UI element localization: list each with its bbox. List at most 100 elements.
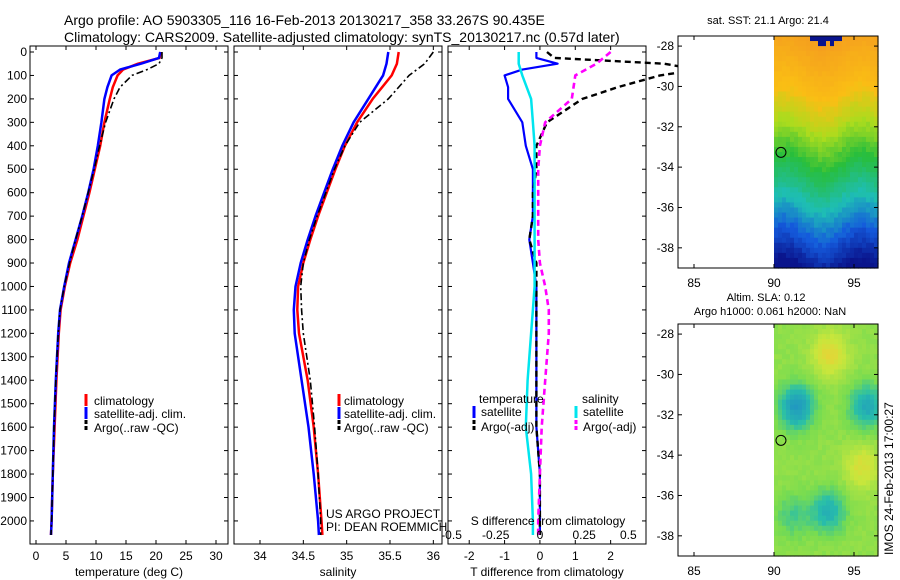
map-cell [810,495,815,502]
map-cell [802,414,807,421]
map-cell [854,379,859,386]
map-cell [834,101,839,108]
map-cell [814,202,819,209]
map-cell [866,262,871,269]
map-cell [818,131,823,138]
map-cell [862,197,867,204]
map-cell [782,460,787,466]
map-cell [810,364,815,370]
legend-group-title: salinity [582,392,619,406]
map-cell [874,374,879,381]
map-cell [862,152,867,158]
map-cell [774,324,779,330]
map-cell [790,515,795,522]
map-cell [782,445,787,451]
map-cell [818,324,823,330]
map-cell [834,374,839,381]
map-cell [798,242,803,249]
map-cell [866,96,871,103]
map-cell [814,334,819,340]
map-cell [874,152,879,158]
map-cell [818,490,823,497]
map-cell [854,177,859,183]
map-cell [838,500,843,507]
map-cell [858,252,863,259]
map-cell [778,61,783,67]
map-cell [818,399,823,406]
map-cell [790,550,795,557]
map-cell [818,535,823,542]
map-cell [838,485,843,492]
map-cell [842,450,847,456]
map-cell [806,96,811,103]
map-cell [798,106,803,113]
map-cell [858,475,863,481]
map-cell [826,81,831,88]
map-cell [846,51,851,57]
map-cell [862,262,867,269]
depth-tick-label: 0 [20,45,27,59]
map-cell [778,500,783,507]
map-cell [854,429,859,436]
map-cell [810,111,815,118]
map-cell [786,71,791,77]
map-cell [846,440,851,446]
map-cell [830,384,835,391]
map-cell [810,247,815,254]
map-cell [814,434,819,441]
map-cell [850,334,855,340]
map-cell [810,162,815,168]
map-cell [822,252,827,259]
map-cell [834,202,839,209]
map-cell [838,434,843,441]
map-cell [846,434,851,441]
map-cell [858,429,863,436]
map-cell [822,450,827,456]
legend-label: Argo(-adj) [481,420,534,434]
map-cell [790,364,795,370]
map-cell [814,414,819,421]
map-cell [814,490,819,497]
map-cell [810,136,815,143]
map-cell [818,414,823,421]
map-cell [858,141,863,148]
map-cell [826,96,831,103]
map-cell [842,227,847,234]
map-cell [790,237,795,244]
map-cell [802,111,807,118]
map-cell [778,495,783,502]
map-cell [798,374,803,381]
map-cell [818,227,823,234]
map-cell [842,257,847,264]
map-cell [778,141,783,148]
x-tick-label: 20 [149,549,163,563]
map-cell [838,329,843,335]
map-cell [782,500,787,507]
map-cell [870,136,875,143]
map-cell [834,324,839,330]
map-cell [798,480,803,486]
map-cell [822,445,827,451]
map-cell [830,535,835,542]
map-cell [790,141,795,148]
map-cell [822,540,827,547]
map-cell [834,207,839,214]
map-cell [830,500,835,507]
map-cell [794,86,799,93]
map-cell [798,530,803,537]
map-cell [778,510,783,517]
map-cell [806,490,811,497]
map-cell [858,384,863,391]
sla-map: 85 90 95-28-30-32-34-36-38 [657,323,879,578]
map-cell [834,136,839,143]
map-cell [806,232,811,239]
map-cell [838,525,843,532]
map-cell [826,424,831,431]
map-cell [818,247,823,254]
map-cell [826,157,831,163]
map-cell [806,131,811,138]
map-cell [818,334,823,340]
map-cell [870,379,875,386]
map-cell [794,450,799,456]
map-cell [866,141,871,148]
